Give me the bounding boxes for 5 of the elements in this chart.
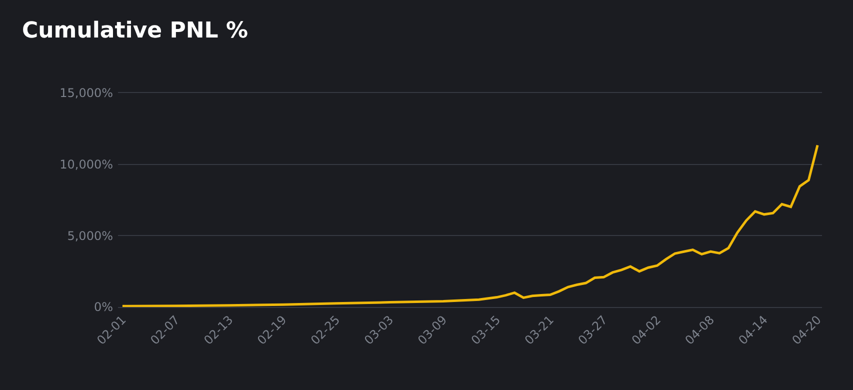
y-tick-label: 10,000% [60, 158, 113, 172]
chart-title: Cumulative PNL % [22, 18, 248, 44]
y-tick-label: 0% [94, 300, 113, 314]
y-tick-label: 15,000% [60, 86, 113, 100]
y-tick-label: 5,000% [67, 228, 113, 243]
